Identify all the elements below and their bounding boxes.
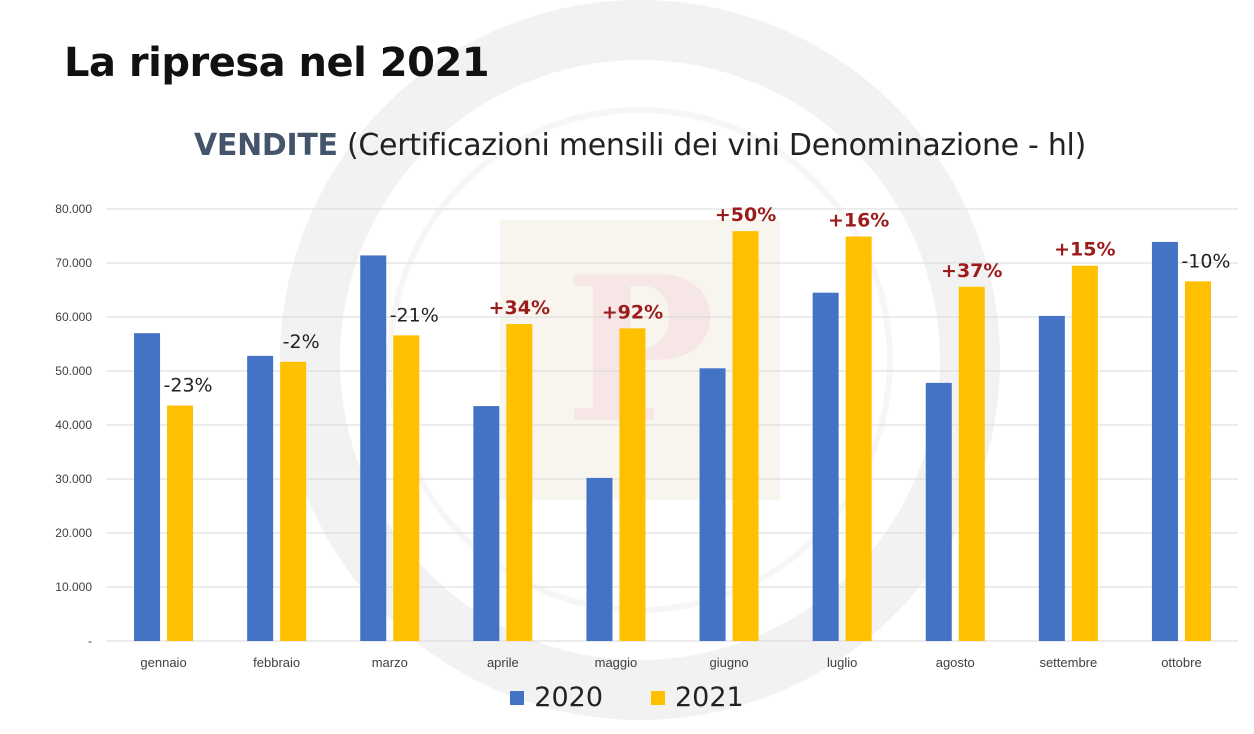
legend-item-2020: 2020 (510, 682, 603, 713)
x-tick-label: settembre (1039, 655, 1097, 670)
chart-title-rest: (Certificazioni mensili dei vini Denomin… (337, 128, 1086, 163)
y-tick-label: 20.000 (55, 526, 92, 540)
change-label: +37% (941, 260, 1002, 282)
slide-title: La ripresa nel 2021 (64, 40, 490, 86)
bar-2020 (134, 333, 161, 641)
bar-2021 (167, 405, 194, 641)
change-label: -23% (164, 375, 213, 397)
legend-label-2021: 2021 (675, 682, 744, 713)
y-tick-label: 60.000 (55, 310, 92, 324)
bar-2020 (1151, 241, 1178, 641)
y-tick-label: 40.000 (55, 418, 92, 432)
x-tick-label: agosto (936, 655, 975, 670)
legend-label-2020: 2020 (534, 682, 603, 713)
x-tick-label: luglio (827, 655, 857, 670)
change-label: +16% (828, 210, 889, 232)
y-tick-label: 50.000 (55, 364, 92, 378)
legend-swatch-2020 (510, 690, 525, 705)
bar-2021 (280, 361, 307, 641)
chart-title: VENDITE (Certificazioni mensili dei vini… (0, 128, 1254, 163)
bar-2020 (360, 255, 387, 641)
change-label: +34% (489, 297, 550, 319)
x-tick-label: giugno (710, 655, 749, 670)
bar-2021 (845, 236, 872, 642)
bar-2020 (1038, 315, 1065, 641)
bar-2021 (506, 324, 533, 641)
x-tick-label: gennaio (140, 655, 186, 670)
bar-2020 (247, 355, 274, 641)
bar-2021 (1071, 265, 1098, 641)
x-tick-label: ottobre (1161, 655, 1201, 670)
x-tick-label: aprile (487, 655, 519, 670)
y-tick-label: - (88, 634, 92, 648)
change-label: +92% (602, 301, 663, 323)
bar-2020 (812, 292, 839, 641)
x-tick-label: maggio (595, 655, 638, 670)
chart-title-main: VENDITE (194, 128, 338, 163)
bar-2020 (473, 406, 500, 641)
change-label: +15% (1054, 239, 1115, 261)
change-label: -21% (390, 304, 439, 326)
change-label: -2% (283, 331, 320, 353)
x-tick-label: febbraio (253, 655, 300, 670)
bar-2021 (958, 286, 985, 641)
change-label: +50% (715, 204, 776, 226)
y-tick-label: 10.000 (55, 580, 92, 594)
x-tick-label: marzo (372, 655, 408, 670)
bar-2021 (619, 328, 646, 641)
bar-2021 (1184, 281, 1211, 641)
bar-2021 (393, 335, 420, 641)
bar-2021 (732, 231, 759, 641)
y-tick-label: 70.000 (55, 256, 92, 270)
y-tick-label: 30.000 (55, 472, 92, 486)
bar-2020 (925, 382, 952, 641)
legend-swatch-2021 (651, 690, 665, 705)
change-label: -10% (1181, 250, 1230, 272)
bar-2020 (699, 368, 726, 641)
legend-item-2021: 2021 (651, 682, 744, 713)
bar-2020 (586, 477, 613, 641)
y-tick-label: 80.000 (55, 202, 92, 216)
chart-legend: 2020 2021 (0, 682, 1254, 713)
